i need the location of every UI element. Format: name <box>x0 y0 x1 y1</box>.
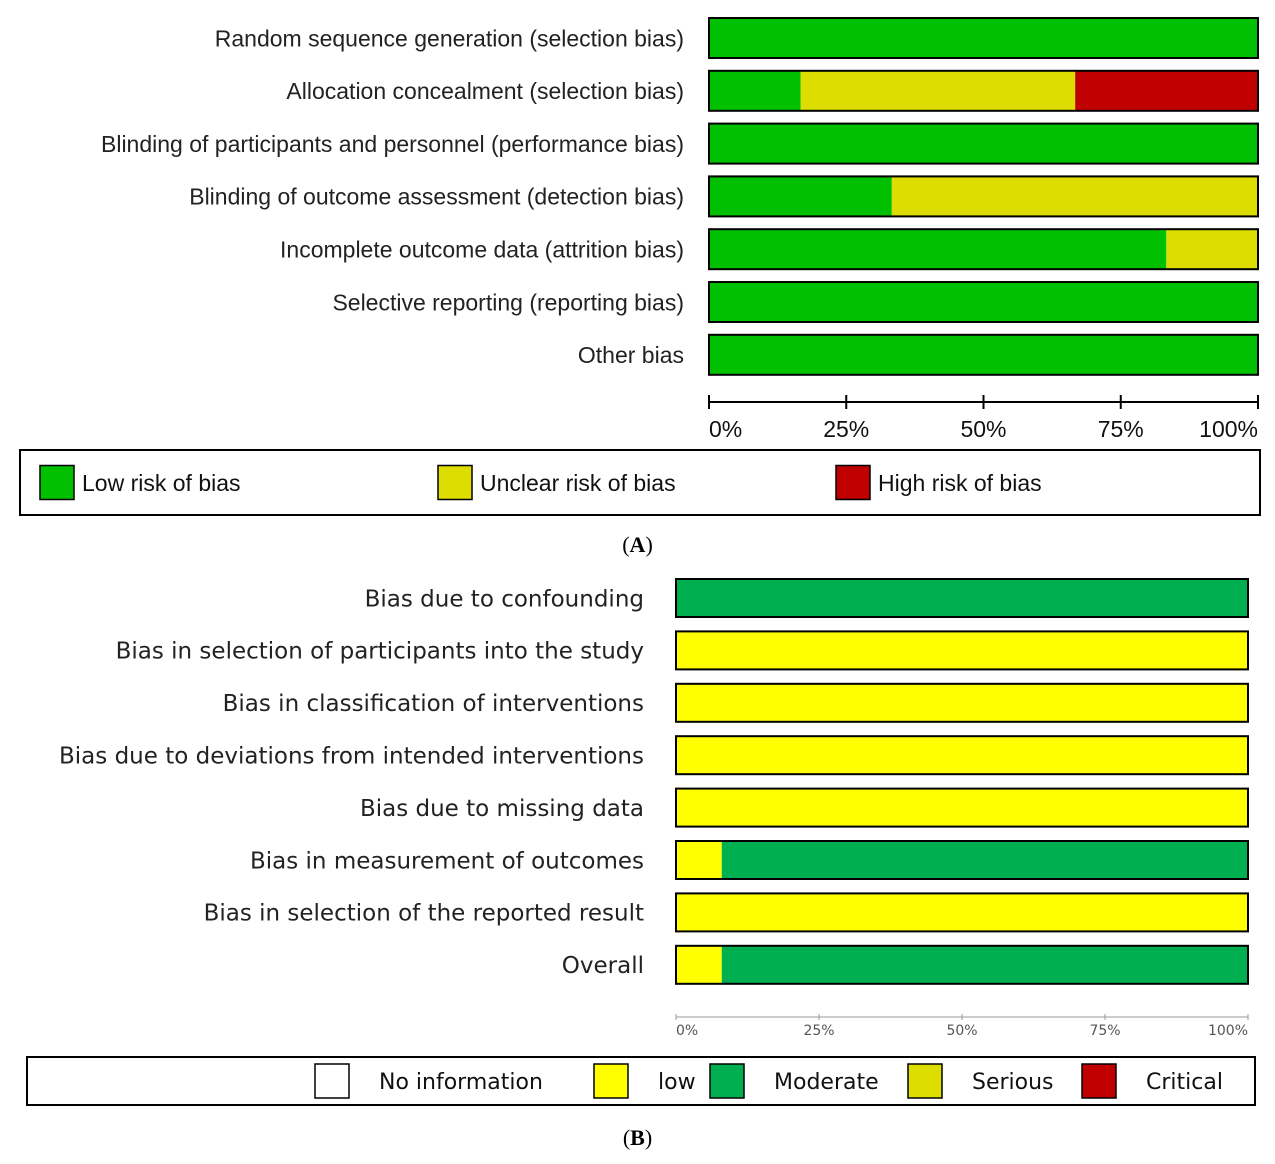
bar-segment-moderate <box>721 841 1248 879</box>
x-tick-label: 75% <box>1089 1023 1120 1039</box>
x-tick-label: 100% <box>1208 1023 1248 1039</box>
bar-segment-unclear-risk-of-bias <box>1166 229 1258 270</box>
legend-label: Low risk of bias <box>82 470 241 496</box>
bar-segment-moderate <box>676 579 1248 617</box>
legend-label: Unclear risk of bias <box>480 470 676 496</box>
legend-label: Moderate <box>774 1070 879 1095</box>
category-label: Allocation concealment (selection bias) <box>286 78 684 104</box>
bar-segment-low <box>676 631 1248 670</box>
category-label: Bias in selection of the reported result <box>204 901 644 927</box>
x-tick-label: 25% <box>803 1023 834 1039</box>
category-label: Bias due to deviations from intended int… <box>59 743 644 769</box>
x-tick-label: 0% <box>676 1023 698 1039</box>
bar-outline <box>675 682 1249 723</box>
bar-segment-low-risk-of-bias <box>709 176 892 217</box>
bar-outline <box>708 122 1259 165</box>
caption-a: (A) <box>622 532 653 557</box>
category-label: Other bias <box>578 342 684 368</box>
bar-outline <box>708 333 1259 376</box>
caption-b-letter: B <box>630 1125 645 1150</box>
x-tick-label: 100% <box>1199 416 1258 442</box>
bar-outline <box>675 944 1249 985</box>
category-label: Bias due to missing data <box>360 796 644 822</box>
bar-segment-high-risk-of-bias <box>1075 70 1258 111</box>
chart-a: Random sequence generation (selection bi… <box>19 17 1261 516</box>
bar-outline <box>708 175 1259 218</box>
legend-swatch-low-risk-of-bias <box>39 464 75 501</box>
bar-segment-low <box>676 736 1248 775</box>
bar-segment-low-risk-of-bias <box>709 334 1258 375</box>
bar-outline <box>675 735 1249 776</box>
category-label: Overall <box>562 953 644 979</box>
category-label: Incomplete outcome data (attrition bias) <box>280 236 684 262</box>
bar-segment-low <box>676 945 722 984</box>
bar-outline <box>708 281 1259 323</box>
legend-box <box>26 1056 1256 1106</box>
legend-label: High risk of bias <box>878 470 1042 496</box>
category-label: Blinding of outcome assessment (detectio… <box>189 184 684 210</box>
category-label: Bias in selection of participants into t… <box>116 639 644 665</box>
bar-outline <box>708 228 1259 271</box>
bar-outline <box>675 630 1249 671</box>
caption-b: (B) <box>622 1125 653 1150</box>
bar-segment-low-risk-of-bias <box>709 282 1258 322</box>
legend-swatch-unclear-risk-of-bias <box>437 464 473 501</box>
legend-label: Serious <box>972 1070 1054 1095</box>
bar-segment-low-risk-of-bias <box>709 123 1258 164</box>
category-label: Bias due to confounding <box>365 586 644 612</box>
legend-swatch-high-risk-of-bias <box>835 464 871 501</box>
x-tick-label: 50% <box>946 1023 977 1039</box>
legend-swatch-serious <box>907 1063 943 1099</box>
bar-outline <box>675 892 1249 933</box>
category-label: Blinding of participants and personnel (… <box>101 131 684 157</box>
legend-label: low <box>658 1070 696 1095</box>
bar-segment-moderate <box>721 945 1248 984</box>
bar-outline <box>675 578 1249 618</box>
legend-label: Critical <box>1146 1070 1223 1095</box>
x-tick-label: 0% <box>709 416 742 442</box>
legend-swatch-no-information <box>314 1063 350 1099</box>
bar-segment-low <box>676 893 1248 932</box>
bar-segment-low <box>676 683 1248 722</box>
legend-swatch-critical <box>1081 1063 1117 1099</box>
bar-segment-low <box>676 788 1248 827</box>
bar-outline <box>675 840 1249 880</box>
bar-segment-unclear-risk-of-bias <box>891 176 1258 217</box>
bar-segment-low-risk-of-bias <box>709 229 1167 270</box>
legend-swatch-moderate <box>709 1063 745 1099</box>
x-tick-label: 25% <box>823 416 869 442</box>
bar-outline <box>708 69 1259 112</box>
bar-segment-low-risk-of-bias <box>709 18 1258 58</box>
legend-box <box>19 449 1261 516</box>
legend-swatch-low <box>593 1063 629 1099</box>
bar-outline <box>675 787 1249 828</box>
legend-label: No information <box>379 1070 543 1095</box>
bar-segment-low <box>676 841 722 879</box>
bar-segment-low-risk-of-bias <box>709 70 801 111</box>
x-tick-label: 50% <box>960 416 1006 442</box>
category-label: Bias in measurement of outcomes <box>250 848 644 874</box>
category-label: Bias in classification of interventions <box>223 691 644 717</box>
caption-a-letter: A <box>629 532 646 557</box>
bar-outline <box>708 17 1259 59</box>
category-label: Selective reporting (reporting bias) <box>332 289 684 315</box>
x-tick-label: 75% <box>1098 416 1144 442</box>
category-label: Random sequence generation (selection bi… <box>215 25 684 51</box>
bar-segment-unclear-risk-of-bias <box>800 70 1076 111</box>
